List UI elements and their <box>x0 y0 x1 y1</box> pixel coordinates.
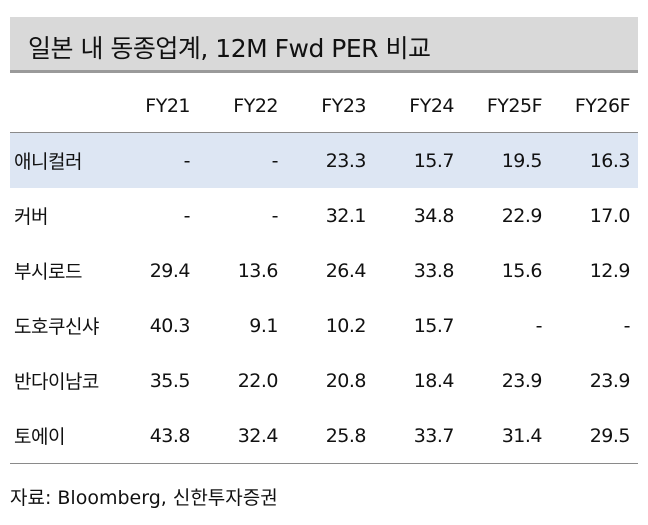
cell-value: 17.0 <box>589 204 631 227</box>
cell-value: 22.0 <box>237 369 279 392</box>
cell-value: - <box>183 204 191 227</box>
company-name: 부시로드 <box>14 261 82 283</box>
cell-value: 43.8 <box>149 424 191 447</box>
cell-value: 12.9 <box>589 259 631 282</box>
cell-value: 23.3 <box>286 132 374 188</box>
table-row: 커버 - - 32.1 34.8 22.9 17.0 <box>10 188 638 243</box>
table-row: 부시로드 29.4 13.6 26.4 33.8 15.6 12.9 <box>10 243 638 298</box>
cell-value: - <box>271 204 279 227</box>
cell-value: 31.4 <box>501 424 543 447</box>
company-name: 토에이 <box>14 426 65 448</box>
table-row: 반다이남코 35.5 22.0 20.8 18.4 23.9 23.9 <box>10 353 638 408</box>
title-bar: 일본 내 동종업계, 12M Fwd PER 비교 <box>10 17 638 73</box>
company-name: 커버 <box>14 206 48 228</box>
cell-value: 15.6 <box>501 259 543 282</box>
cell-value: 33.8 <box>413 259 455 282</box>
cell-value: 34.8 <box>413 204 455 227</box>
table-row: 도호쿠신샤 40.3 9.1 10.2 15.7 - - <box>10 298 638 353</box>
cell-value: 32.4 <box>237 424 279 447</box>
cell-value: - <box>110 132 198 188</box>
header-row: FY21 FY22 FY23 FY24 FY25F FY26F <box>10 80 638 133</box>
cell-value: 9.1 <box>249 314 278 337</box>
cell-value: - <box>198 132 286 188</box>
cell-value: 22.9 <box>501 204 543 227</box>
cell-value: 23.9 <box>589 369 631 392</box>
cell-value: 10.2 <box>325 314 367 337</box>
header-fy23: FY23 <box>321 95 366 117</box>
cell-value: - <box>623 314 631 337</box>
company-name: 애니컬러 <box>10 132 110 188</box>
page-title: 일본 내 동종업계, 12M Fwd PER 비교 <box>28 34 431 63</box>
header-fy22: FY22 <box>233 95 278 117</box>
cell-value: 18.4 <box>413 369 455 392</box>
cell-value: 32.1 <box>325 204 367 227</box>
cell-value: 15.7 <box>413 314 455 337</box>
cell-value: 35.5 <box>149 369 191 392</box>
company-name: 도호쿠신샤 <box>14 316 99 338</box>
cell-value: 29.5 <box>589 424 631 447</box>
cell-value: - <box>535 314 543 337</box>
per-comparison-table: FY21 FY22 FY23 FY24 FY25F FY26F 애니컬러 - -… <box>10 80 638 464</box>
header-fy26f: FY26F <box>574 95 631 117</box>
table-row: 애니컬러 - - 23.3 15.7 19.5 16.3 <box>10 132 638 188</box>
header-fy21: FY21 <box>145 95 190 117</box>
header-fy24: FY24 <box>409 95 454 117</box>
cell-value: 23.9 <box>501 369 543 392</box>
cell-value: 20.8 <box>325 369 367 392</box>
company-name: 반다이남코 <box>14 371 99 393</box>
cell-value: 40.3 <box>149 314 191 337</box>
cell-value: 19.5 <box>462 132 550 188</box>
table-row: 토에이 43.8 32.4 25.8 33.7 31.4 29.5 <box>10 408 638 464</box>
cell-value: 13.6 <box>237 259 279 282</box>
cell-value: 33.7 <box>413 424 455 447</box>
cell-value: 15.7 <box>374 132 462 188</box>
source-note: 자료: Bloomberg, 신한투자증권 <box>10 487 278 509</box>
header-fy25f: FY25F <box>486 95 543 117</box>
cell-value: 26.4 <box>325 259 367 282</box>
cell-value: 25.8 <box>325 424 367 447</box>
cell-value: 29.4 <box>149 259 191 282</box>
header-blank <box>10 80 110 133</box>
cell-value: 16.3 <box>550 132 638 188</box>
